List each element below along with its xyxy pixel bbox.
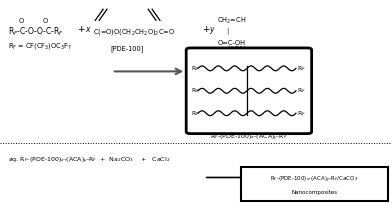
Text: R$_F$: R$_F$ bbox=[297, 109, 306, 118]
Text: x: x bbox=[85, 25, 89, 34]
Text: R$_F$: R$_F$ bbox=[191, 109, 200, 118]
Text: aq. R$_F$-(PDE-100)$_x$-(ACA)$_y$-R$_F$  +  Na$_2$CO$_3$    +   CaCl$_2$: aq. R$_F$-(PDE-100)$_x$-(ACA)$_y$-R$_F$ … bbox=[8, 156, 170, 166]
Text: |: | bbox=[226, 28, 228, 35]
Text: R$_F$: R$_F$ bbox=[191, 64, 200, 73]
Text: R$_F$ = CF(CF$_3$)OC$_3$F$_7$: R$_F$ = CF(CF$_3$)OC$_3$F$_7$ bbox=[8, 41, 72, 51]
Text: [PDE-100]: [PDE-100] bbox=[111, 45, 144, 52]
Text: O: O bbox=[19, 18, 24, 24]
Text: y: y bbox=[209, 25, 213, 34]
Text: R$_F$-(PDE-100)$_x$-(ACA)$_y$-R$_F$/CaCO$_3$: R$_F$-(PDE-100)$_x$-(ACA)$_y$-R$_F$/CaCO… bbox=[270, 174, 359, 185]
Text: R$_F$-(PDE-100)$_x$-(ACA)$_y$-R$_F$: R$_F$-(PDE-100)$_x$-(ACA)$_y$-R$_F$ bbox=[210, 133, 288, 143]
Text: O: O bbox=[42, 18, 48, 24]
Text: C(=O)O(CH$_2$CH$_2$O)$_2$C=O: C(=O)O(CH$_2$CH$_2$O)$_2$C=O bbox=[93, 27, 175, 37]
FancyBboxPatch shape bbox=[241, 167, 388, 201]
Text: [ACA]: [ACA] bbox=[228, 45, 247, 52]
Text: R$_F$: R$_F$ bbox=[297, 64, 306, 73]
Text: +: + bbox=[202, 25, 210, 34]
Text: R$_F$-C-O-O-C-R$_F$: R$_F$-C-O-O-C-R$_F$ bbox=[8, 25, 64, 38]
Text: +: + bbox=[76, 25, 84, 34]
Text: R$_F$: R$_F$ bbox=[191, 86, 200, 95]
Text: R$_F$: R$_F$ bbox=[297, 86, 306, 95]
Text: Nanocomposites: Nanocomposites bbox=[292, 190, 338, 195]
FancyBboxPatch shape bbox=[186, 48, 312, 134]
Text: CH$_2$=CH: CH$_2$=CH bbox=[217, 15, 247, 26]
Text: O=C-OH: O=C-OH bbox=[217, 40, 245, 46]
